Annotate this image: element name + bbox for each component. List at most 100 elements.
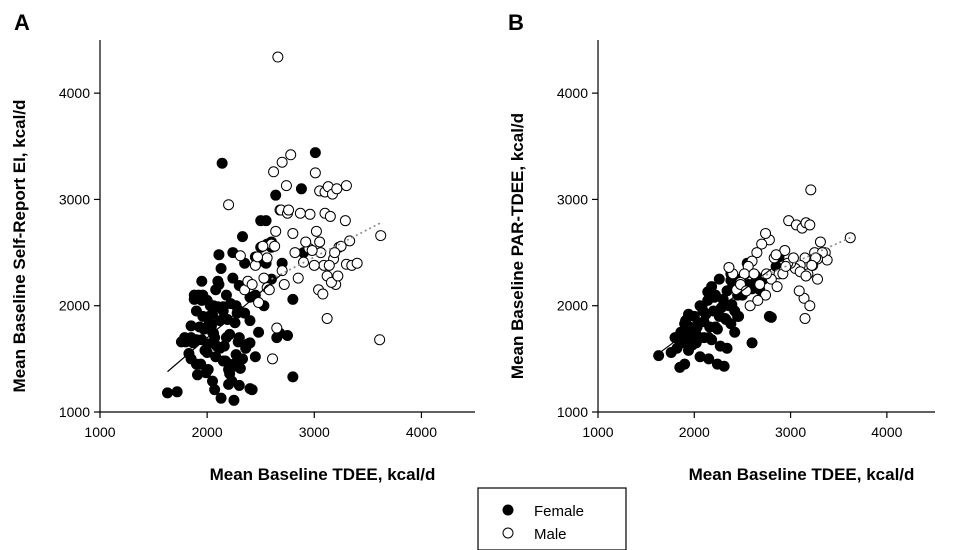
- data-point-female: [190, 358, 202, 370]
- data-point-male: [272, 51, 284, 63]
- data-point-female: [729, 326, 741, 338]
- data-point-male: [799, 312, 811, 324]
- y-tick-label: 4000: [557, 85, 588, 101]
- data-point-male: [748, 268, 760, 280]
- data-point-female: [208, 300, 220, 312]
- data-point-male: [310, 225, 322, 237]
- y-tick-label: 2000: [59, 298, 90, 314]
- data-point-female: [680, 315, 692, 327]
- data-point-female: [244, 315, 256, 327]
- data-point-male: [805, 184, 817, 196]
- data-point-male: [771, 281, 783, 293]
- data-point-male: [351, 257, 363, 269]
- x-tick-label: 4000: [871, 424, 902, 440]
- y-tick-label: 3000: [557, 191, 588, 207]
- legend-female-marker: [502, 504, 514, 516]
- data-point-male: [751, 247, 763, 259]
- data-point-male: [289, 247, 301, 259]
- x-tick-label: 3000: [775, 424, 806, 440]
- data-point-male: [268, 166, 280, 178]
- data-point-male: [278, 278, 290, 290]
- data-point-female: [217, 305, 229, 317]
- data-point-male: [329, 247, 341, 259]
- trend-line-female: [658, 262, 780, 355]
- data-point-male: [323, 259, 335, 271]
- data-point-female: [233, 379, 245, 391]
- data-point-female: [270, 189, 282, 201]
- data-point-female: [271, 332, 283, 344]
- data-point-female: [309, 147, 321, 159]
- data-point-male: [309, 167, 321, 179]
- data-point-female: [171, 386, 183, 398]
- legend: Female Male: [477, 487, 627, 550]
- data-point-female: [185, 332, 197, 344]
- data-point-male: [300, 236, 312, 248]
- data-point-male: [271, 322, 283, 334]
- data-point-female: [253, 326, 265, 338]
- data-point-male: [269, 240, 281, 252]
- data-point-female: [227, 272, 239, 284]
- legend-female-label: Female: [534, 503, 584, 520]
- data-point-female: [215, 392, 227, 404]
- data-point-male: [800, 270, 812, 282]
- data-point-female: [282, 329, 293, 341]
- data-point-male: [294, 207, 306, 219]
- data-point-female: [203, 316, 215, 328]
- data-point-male: [257, 240, 269, 252]
- data-point-female: [703, 332, 715, 344]
- y-tick-label: 1000: [59, 404, 90, 420]
- data-point-female: [202, 363, 214, 375]
- x-tick-label: 2000: [679, 424, 710, 440]
- data-point-female: [697, 305, 709, 317]
- data-point-male: [332, 270, 344, 282]
- data-point-female: [229, 317, 241, 329]
- data-point-male: [253, 297, 265, 309]
- data-point-female: [215, 263, 227, 275]
- data-point-male: [306, 244, 318, 256]
- data-point-female: [653, 350, 665, 362]
- data-point-male: [760, 227, 772, 239]
- data-point-female: [691, 321, 703, 333]
- data-point-male: [779, 244, 791, 256]
- data-point-male: [287, 227, 299, 239]
- data-point-male: [304, 208, 316, 220]
- data-point-female: [185, 320, 197, 332]
- legend-male-marker: [502, 527, 514, 539]
- data-point-female: [249, 351, 261, 363]
- data-point-female: [162, 387, 173, 399]
- data-point-male: [263, 284, 275, 296]
- data-point-male: [325, 276, 337, 288]
- data-point-female: [216, 157, 228, 169]
- data-point-female: [237, 231, 248, 243]
- data-point-female: [220, 289, 232, 301]
- data-point-male: [317, 288, 329, 300]
- data-point-female: [228, 394, 240, 406]
- data-point-male: [267, 353, 278, 365]
- data-point-female: [237, 353, 248, 365]
- data-point-female: [295, 183, 307, 195]
- data-point-male: [276, 156, 288, 168]
- x-tick-label: 2000: [192, 424, 223, 440]
- data-point-male: [787, 252, 799, 264]
- data-point-male: [261, 252, 273, 264]
- data-point-female: [287, 293, 299, 305]
- data-point-male: [314, 236, 326, 248]
- data-point-male: [754, 278, 766, 290]
- data-point-male: [234, 250, 246, 262]
- x-axis-title: Mean Baseline TDEE, kcal/d: [689, 465, 915, 484]
- series-male: [723, 184, 856, 324]
- data-point-male: [276, 265, 288, 277]
- y-axis-title: Mean Baseline Self-Report EI, kcal/d: [10, 100, 29, 393]
- trend-line-male: [271, 222, 382, 280]
- data-point-male: [374, 334, 386, 346]
- data-point-female: [765, 311, 777, 323]
- data-point-female: [718, 360, 730, 372]
- data-point-female: [709, 321, 721, 333]
- data-point-male: [760, 289, 772, 301]
- data-point-female: [685, 332, 697, 344]
- data-point-male: [270, 225, 282, 237]
- data-point-female: [233, 332, 245, 344]
- data-point-male: [324, 210, 336, 222]
- data-point-male: [804, 219, 816, 231]
- data-point-female: [679, 358, 691, 370]
